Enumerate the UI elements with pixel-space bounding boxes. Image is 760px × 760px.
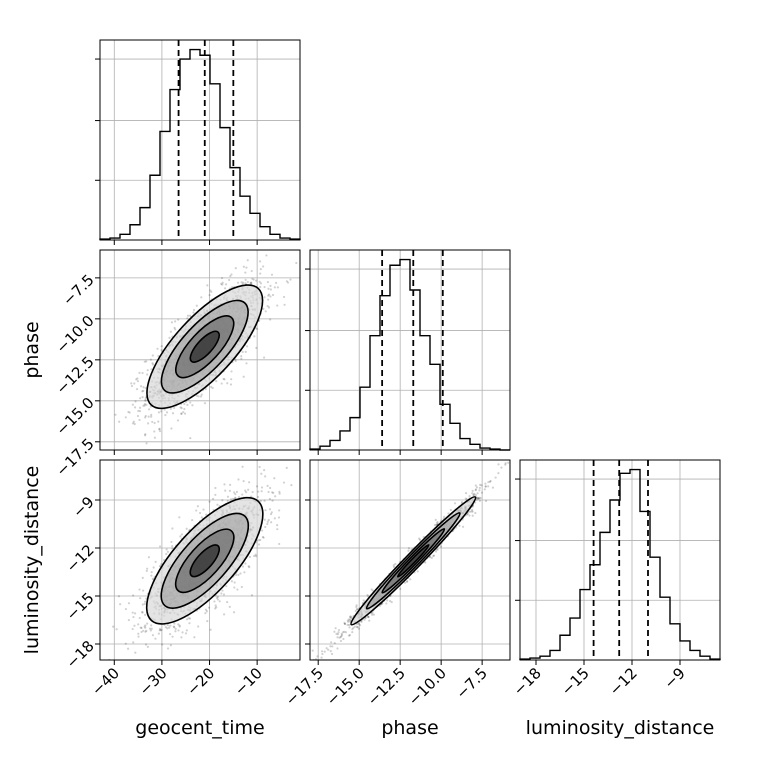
x-tick-label: −40 bbox=[88, 664, 123, 699]
x-tick-label: −15.0 bbox=[323, 664, 368, 709]
panel-frame bbox=[309, 459, 511, 661]
panel-luminosity_distance-histogram: −18 −15 −12 −9 luminosity_distance bbox=[510, 459, 721, 739]
x-tick-label: −20 bbox=[183, 664, 218, 699]
panel-geocent_time-histogram bbox=[95, 39, 301, 245]
y-tick-label: −10.0 bbox=[52, 312, 97, 357]
panel-phase-histogram bbox=[305, 249, 511, 455]
x-tick-label: −18 bbox=[510, 664, 545, 699]
x-axis-label-phase: phase bbox=[381, 717, 438, 739]
contour-level-3 bbox=[189, 544, 221, 578]
y-tick-label: −15 bbox=[63, 589, 98, 624]
x-axis-label-geocent_time: geocent_time bbox=[135, 717, 264, 739]
y-axis-label-luminosity_distance: luminosity_distance bbox=[21, 466, 43, 655]
y-tick-label: −12.5 bbox=[52, 353, 97, 398]
x-axis-label-luminosity_distance: luminosity_distance bbox=[526, 717, 715, 739]
y-tick-label: −12 bbox=[63, 541, 98, 576]
histogram-geocent_time bbox=[99, 48, 301, 240]
contour-level-3 bbox=[189, 330, 221, 363]
panel-phase-vs-luminosity_distance: −17.5−15.0−12.5−10.0 −7.5 phase bbox=[282, 459, 511, 739]
panel-frame bbox=[99, 39, 301, 241]
histogram-phase bbox=[309, 258, 510, 451]
x-tick-label: −10.0 bbox=[405, 664, 450, 709]
y-tick-label: −17.5 bbox=[52, 435, 97, 480]
x-tick-label: −12.5 bbox=[364, 664, 409, 709]
x-tick-label: −10 bbox=[231, 664, 266, 699]
y-tick-label: −18 bbox=[63, 637, 98, 672]
y-tick-label: −15.0 bbox=[52, 394, 97, 439]
x-tick-label: −12 bbox=[606, 664, 641, 699]
x-tick-label: −30 bbox=[136, 664, 171, 699]
y-tick-label: −7.5 bbox=[59, 271, 97, 309]
panel-geocent_time-vs-phase: −17.5−15.0−12.5−10.0−7.5 phase bbox=[21, 249, 301, 480]
panel-frame bbox=[99, 459, 301, 661]
panel-frame bbox=[519, 459, 721, 661]
histogram-luminosity_distance bbox=[519, 468, 721, 660]
panel-frame bbox=[99, 249, 301, 451]
y-tick-label: −9 bbox=[69, 493, 97, 521]
x-tick-label: −9 bbox=[660, 664, 688, 692]
y-axis-label-phase: phase bbox=[21, 321, 43, 378]
panel-frame bbox=[309, 249, 511, 451]
contour-level-3 bbox=[396, 543, 430, 578]
x-tick-label: −17.5 bbox=[282, 664, 327, 709]
x-tick-label: −7.5 bbox=[452, 664, 490, 702]
x-tick-label: −15 bbox=[558, 664, 593, 699]
panel-geocent_time-vs-luminosity_distance: −40 −30 −20 −10 geocent_time −18 −15 −12 −9 lumin… bbox=[21, 459, 301, 739]
